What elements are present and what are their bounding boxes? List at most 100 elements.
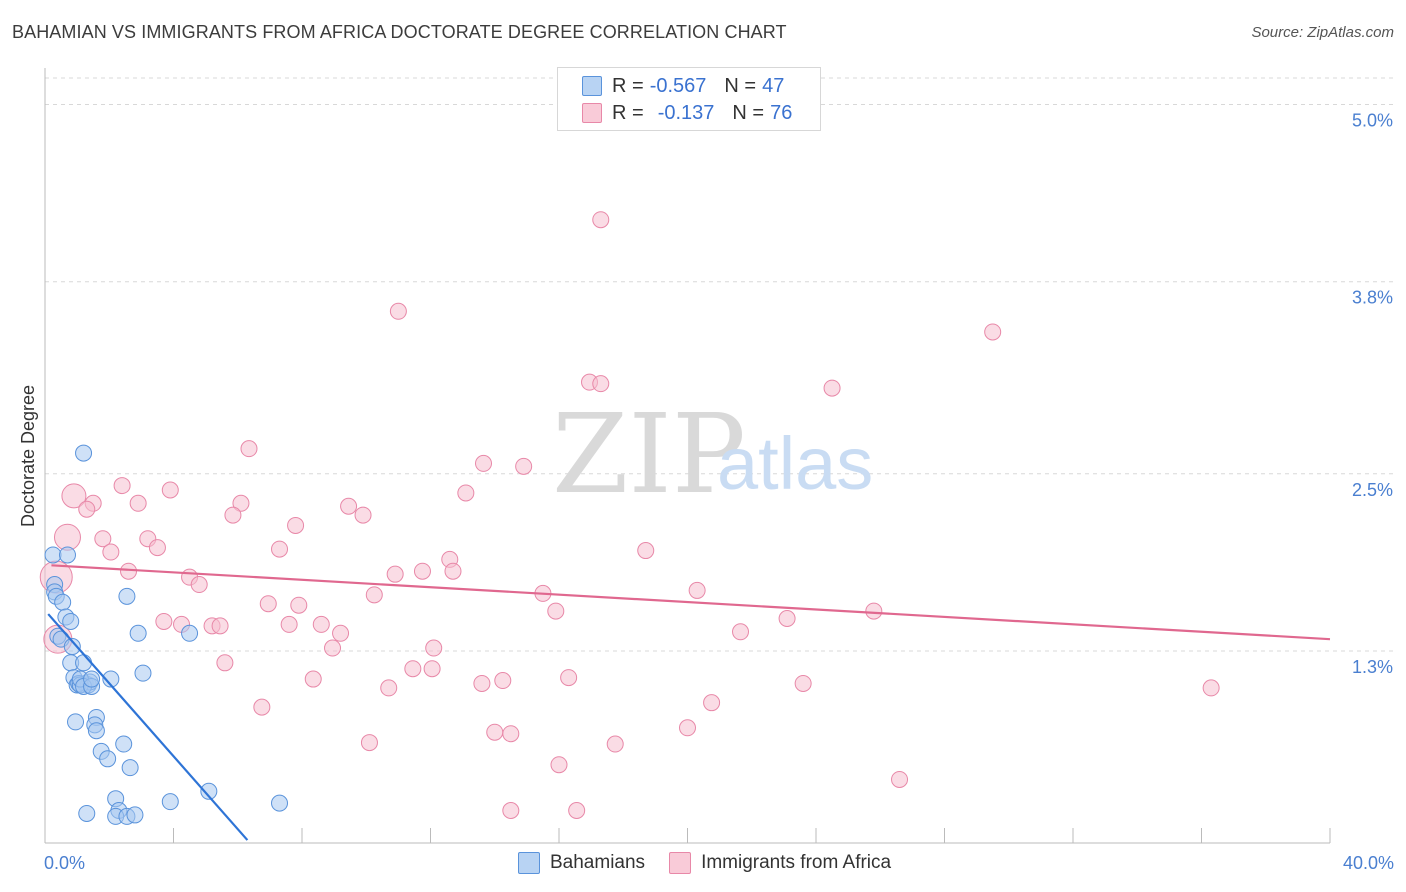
bahamian-data-point — [181, 624, 199, 642]
africa-data-point — [94, 530, 112, 548]
africa-data-point — [444, 562, 462, 580]
africa-data-point — [259, 595, 277, 613]
africa-data-point — [389, 302, 407, 320]
africa-data-point — [732, 623, 750, 641]
africa-data-point — [688, 581, 706, 599]
africa-data-point — [891, 770, 909, 788]
africa-data-point — [865, 602, 883, 620]
africa-data-point — [280, 615, 298, 633]
africa-data-point — [404, 660, 422, 678]
legend-swatch-bahamians — [518, 852, 540, 874]
africa-data-point — [304, 670, 322, 688]
africa-data-point — [287, 516, 305, 534]
africa-data-point — [778, 609, 796, 627]
africa-data-point — [606, 735, 624, 753]
source-label: Source: ZipAtlas.com — [1251, 24, 1394, 41]
y-tick-label: 1.3% — [1352, 657, 1393, 677]
africa-data-point — [129, 494, 147, 512]
series-legend: Bahamians Immigrants from Africa — [518, 852, 915, 874]
legend-r-value: -0.137 — [657, 101, 715, 124]
bahamian-data-point — [44, 546, 62, 564]
blue-series-points — [44, 444, 289, 825]
legend-r-label: R = — [612, 101, 644, 124]
legend-item-bahamians: Bahamians — [518, 852, 645, 874]
africa-data-point — [550, 756, 568, 774]
legend-swatch-pink — [582, 103, 602, 123]
legend-r-value: -0.567 — [649, 74, 707, 97]
legend-n-value: 76 — [770, 101, 793, 124]
chart-title: BAHAMIAN VS IMMIGRANTS FROM AFRICA DOCTO… — [12, 22, 787, 42]
africa-data-point — [253, 698, 271, 716]
africa-data-point — [113, 477, 131, 495]
africa-data-point — [457, 484, 475, 502]
africa-trendline — [51, 564, 1331, 641]
y-tick-label: 2.5% — [1352, 480, 1393, 500]
africa-data-point — [332, 624, 350, 642]
bahamian-data-point — [62, 612, 80, 630]
africa-data-point — [386, 565, 404, 583]
bahamian-data-point — [67, 713, 85, 731]
africa-data-point — [592, 375, 610, 393]
africa-data-point — [475, 454, 493, 472]
bahamian-data-point — [134, 664, 152, 682]
africa-data-point — [515, 457, 533, 475]
africa-data-point — [637, 542, 655, 560]
bahamian-data-point — [121, 759, 139, 777]
gridlines — [45, 77, 1395, 652]
africa-data-point — [290, 596, 308, 614]
bahamian-data-point — [129, 624, 147, 642]
bahamian-data-point — [161, 793, 179, 811]
africa-data-point — [61, 483, 87, 509]
legend-n-value: 47 — [762, 74, 785, 97]
bahamian-data-point — [87, 722, 105, 740]
watermark-atlas: atlas — [717, 422, 873, 505]
africa-data-point — [102, 543, 120, 561]
africa-data-point — [190, 576, 208, 594]
bahamian-data-point — [75, 444, 93, 462]
x-tick-right: 40.0% — [1343, 853, 1394, 873]
legend-row-bahamians: R = -0.567 N = 47 — [582, 74, 784, 98]
stats-legend: R = -0.567 N = 47 R = -0.137 N = 76 — [557, 67, 821, 131]
legend-label-bahamians: Bahamians — [550, 852, 646, 873]
africa-data-point — [592, 211, 610, 229]
tick-labels: 1.3% 2.5% 3.8% 5.0% — [1352, 111, 1393, 677]
axes — [44, 68, 1331, 844]
bahamian-data-point — [102, 670, 120, 688]
trendlines — [47, 564, 1331, 841]
bahamian-data-point — [78, 804, 96, 822]
legend-swatch-blue — [582, 76, 602, 96]
africa-data-point — [224, 506, 242, 524]
legend-swatch-africa — [669, 852, 692, 874]
bahamian-data-point — [126, 806, 144, 824]
bahamian-data-point — [118, 587, 136, 605]
africa-data-point — [380, 679, 398, 697]
legend-item-africa: Immigrants from Africa — [669, 852, 891, 874]
legend-r-label: R = — [612, 74, 644, 97]
africa-data-point — [494, 672, 512, 690]
legend-n-label: N = — [732, 101, 765, 124]
africa-data-point — [560, 669, 578, 687]
africa-data-point — [216, 654, 234, 672]
africa-data-point — [473, 674, 491, 692]
africa-data-point — [1202, 679, 1220, 697]
bahamian-data-point — [83, 670, 101, 688]
africa-data-point — [365, 586, 383, 604]
y-tick-label: 5.0% — [1352, 111, 1393, 131]
africa-data-point — [413, 562, 431, 580]
africa-data-point — [425, 639, 443, 657]
africa-data-point — [271, 540, 289, 558]
africa-data-point — [120, 562, 138, 580]
africa-data-point — [360, 734, 378, 752]
africa-data-point — [148, 539, 166, 557]
y-axis-label: Doctorate Degree — [18, 385, 38, 527]
africa-data-point — [240, 440, 258, 458]
africa-data-point — [984, 323, 1002, 341]
x-tick-left: 0.0% — [44, 853, 85, 873]
africa-data-point — [312, 615, 330, 633]
pink-series-points — [39, 211, 1220, 820]
africa-data-point — [155, 612, 173, 630]
africa-data-point — [211, 617, 229, 635]
bahamian-trendline — [47, 613, 249, 841]
bahamian-data-point — [271, 794, 289, 812]
